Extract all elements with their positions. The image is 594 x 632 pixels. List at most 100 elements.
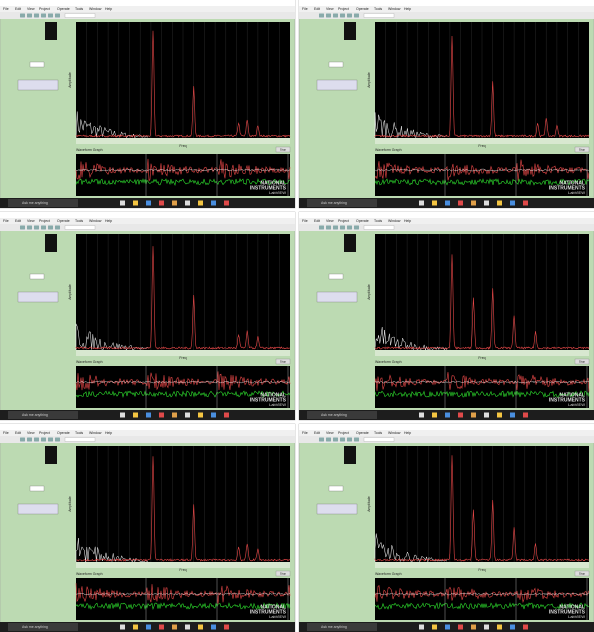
taskbar-icon[interactable] xyxy=(510,625,515,630)
toolbar-dropdown[interactable] xyxy=(65,226,95,230)
taskbar-icon[interactable] xyxy=(484,625,489,630)
menu-item[interactable]: Operate xyxy=(356,431,369,435)
menu-item[interactable]: Project xyxy=(39,7,50,11)
numeric-control[interactable] xyxy=(329,62,343,67)
menu-item[interactable]: Window xyxy=(388,7,401,11)
menu-item[interactable]: View xyxy=(326,219,334,223)
toolbar-button[interactable] xyxy=(34,226,39,230)
stop-button-label[interactable]: Stop xyxy=(579,147,586,151)
toolbar-dropdown[interactable] xyxy=(364,438,394,442)
menu-item[interactable]: Operate xyxy=(356,7,369,11)
taskbar-icon[interactable] xyxy=(471,413,476,418)
toolbar-button[interactable] xyxy=(319,14,324,18)
menu-item[interactable]: Window xyxy=(89,431,102,435)
toolbar-button[interactable] xyxy=(20,438,25,442)
menu-item[interactable]: Tools xyxy=(374,219,382,223)
menu-item[interactable]: Help xyxy=(404,219,411,223)
toolbar-button[interactable] xyxy=(340,226,345,230)
numeric-control[interactable] xyxy=(329,274,343,279)
toolbar-button[interactable] xyxy=(333,14,338,18)
menu-item[interactable]: Window xyxy=(89,219,102,223)
search-box-text[interactable]: Ask me anything xyxy=(22,413,48,417)
toolbar-button[interactable] xyxy=(55,226,60,230)
menu-item[interactable]: Edit xyxy=(314,219,320,223)
menu-item[interactable]: Edit xyxy=(15,431,21,435)
taskbar-icon[interactable] xyxy=(432,201,437,206)
stop-button-label[interactable]: Stop xyxy=(280,571,287,575)
toolbar-button[interactable] xyxy=(34,14,39,18)
toolbar-button[interactable] xyxy=(326,14,331,18)
menu-item[interactable]: Tools xyxy=(75,219,83,223)
taskbar-icon[interactable] xyxy=(133,625,138,630)
taskbar-icon[interactable] xyxy=(198,201,203,206)
taskbar-icon[interactable] xyxy=(510,413,515,418)
menu-item[interactable]: View xyxy=(326,7,334,11)
numeric-control[interactable] xyxy=(30,486,44,491)
menu-item[interactable]: File xyxy=(3,431,9,435)
taskbar-icon[interactable] xyxy=(484,413,489,418)
toolbar-button[interactable] xyxy=(34,438,39,442)
taskbar-icon[interactable] xyxy=(120,625,125,630)
taskbar-icon[interactable] xyxy=(211,201,216,206)
taskbar-icon[interactable] xyxy=(146,413,151,418)
menu-item[interactable]: Tools xyxy=(374,431,382,435)
menu-item[interactable]: Edit xyxy=(15,7,21,11)
menu-item[interactable]: Window xyxy=(89,7,102,11)
menu-item[interactable]: Window xyxy=(388,431,401,435)
taskbar-icon[interactable] xyxy=(497,413,502,418)
menu-item[interactable]: Project xyxy=(39,431,50,435)
menu-item[interactable]: Help xyxy=(404,431,411,435)
taskbar-icon[interactable] xyxy=(458,201,463,206)
taskbar-icon[interactable] xyxy=(445,413,450,418)
menu-item[interactable]: Help xyxy=(105,431,112,435)
menu-item[interactable]: Edit xyxy=(314,431,320,435)
taskbar-icon[interactable] xyxy=(198,413,203,418)
search-box-text[interactable]: Ask me anything xyxy=(321,201,347,205)
toolbar-button[interactable] xyxy=(48,226,53,230)
menu-item[interactable]: Help xyxy=(404,7,411,11)
stop-button-label[interactable]: Stop xyxy=(280,359,287,363)
toolbar-button[interactable] xyxy=(354,226,359,230)
menu-item[interactable]: Tools xyxy=(75,7,83,11)
taskbar-icon[interactable] xyxy=(445,625,450,630)
menu-item[interactable]: Project xyxy=(39,219,50,223)
toolbar-dropdown[interactable] xyxy=(65,14,95,18)
taskbar-icon[interactable] xyxy=(146,201,151,206)
stop-button-label[interactable]: Stop xyxy=(280,147,287,151)
path-control[interactable] xyxy=(317,504,357,514)
taskbar-icon[interactable] xyxy=(224,201,229,206)
numeric-control[interactable] xyxy=(30,274,44,279)
toolbar-button[interactable] xyxy=(340,438,345,442)
menu-item[interactable]: View xyxy=(27,219,35,223)
menu-item[interactable]: View xyxy=(27,431,35,435)
search-box-text[interactable]: Ask me anything xyxy=(22,625,48,629)
numeric-control[interactable] xyxy=(329,486,343,491)
taskbar-icon[interactable] xyxy=(172,625,177,630)
stop-button-label[interactable]: Stop xyxy=(579,359,586,363)
toolbar-button[interactable] xyxy=(333,226,338,230)
toolbar-button[interactable] xyxy=(27,14,32,18)
toolbar-button[interactable] xyxy=(41,438,46,442)
taskbar-icon[interactable] xyxy=(211,625,216,630)
menu-item[interactable]: Tools xyxy=(75,431,83,435)
taskbar-icon[interactable] xyxy=(185,201,190,206)
menu-item[interactable]: Operate xyxy=(57,431,70,435)
menu-item[interactable]: Help xyxy=(105,219,112,223)
taskbar-icon[interactable] xyxy=(133,413,138,418)
taskbar-icon[interactable] xyxy=(471,625,476,630)
taskbar-icon[interactable] xyxy=(419,201,424,206)
toolbar-button[interactable] xyxy=(340,14,345,18)
menu-item[interactable]: File xyxy=(302,7,308,11)
taskbar-icon[interactable] xyxy=(133,201,138,206)
taskbar-icon[interactable] xyxy=(172,201,177,206)
taskbar-icon[interactable] xyxy=(159,201,164,206)
taskbar-icon[interactable] xyxy=(458,625,463,630)
menu-item[interactable]: Edit xyxy=(15,219,21,223)
toolbar-dropdown[interactable] xyxy=(364,226,394,230)
path-control[interactable] xyxy=(317,292,357,302)
stop-button-label[interactable]: Stop xyxy=(579,571,586,575)
toolbar-button[interactable] xyxy=(41,226,46,230)
taskbar-icon[interactable] xyxy=(159,413,164,418)
taskbar-icon[interactable] xyxy=(523,413,528,418)
taskbar-icon[interactable] xyxy=(471,201,476,206)
